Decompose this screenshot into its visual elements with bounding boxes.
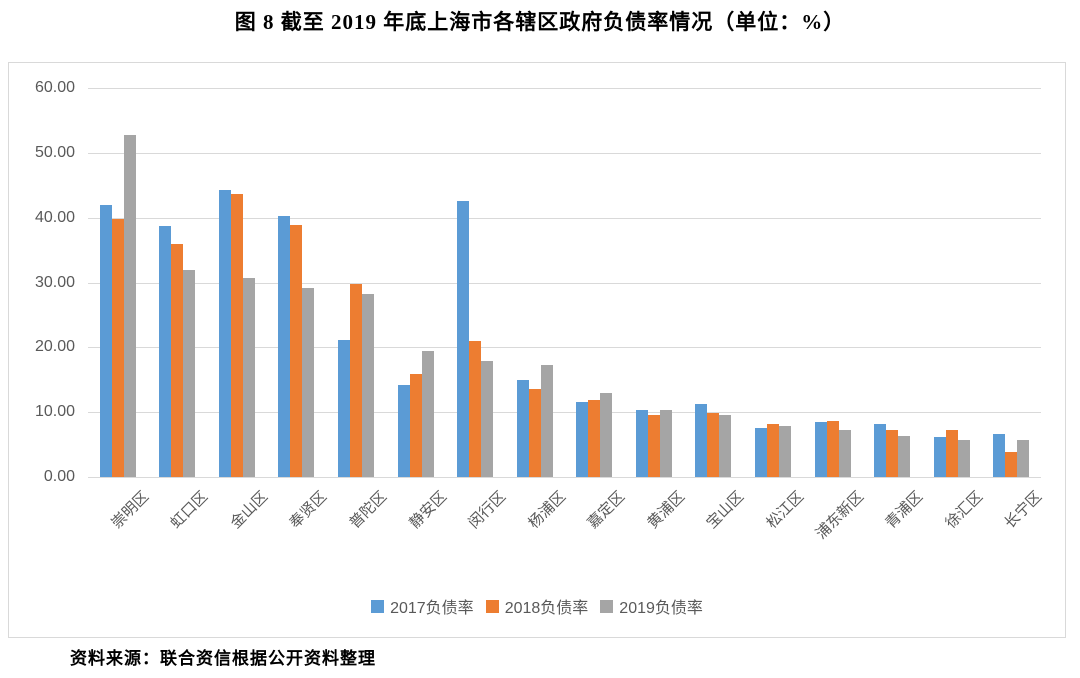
legend-swatch-icon [371,599,385,613]
bar-2017负债率-闵行区 [457,200,470,477]
bar-2018负债率-普陀区 [350,284,363,477]
chart-frame: 2017负债率 2018负债率 2019负债率 60.00 50.00 40.00 30.… [8,62,1066,638]
x-axis-label-静安区: 静安区 [405,488,450,532]
bar-2019负债率-普陀区 [362,294,375,477]
y-axis-label-20.00: 20.00 [34,338,75,356]
bar-2017负债率-松江区 [754,428,767,477]
bar-2019负债率-松江区 [778,425,791,477]
legend-swatch-icon [485,599,499,613]
bar-2018负债率-金山区 [230,194,243,477]
bar-2017负债率-金山区 [218,189,231,477]
bar-2019负债率-闵行区 [481,360,494,477]
x-axis-label-闵行区: 闵行区 [465,488,510,532]
bar-2018负债率-浦东新区 [826,421,839,477]
bar-2019负债率-嘉定区 [600,393,613,477]
bar-2017负债率-静安区 [397,384,410,477]
bar-2018负债率-崇明区 [111,218,124,477]
bar-2018负债率-长宁区 [1005,451,1018,477]
legend-item-2017负债率: 2017负债率 [371,594,474,618]
x-axis-label-宝山区: 宝山区 [703,488,748,532]
x-axis-label-杨浦区: 杨浦区 [525,488,569,532]
bar-2019负债率-奉贤区 [302,288,315,477]
x-axis-label-黄浦区: 黄浦区 [644,488,688,532]
bar-2017负债率-黄浦区 [635,409,648,477]
bar-2018负债率-徐汇区 [945,430,958,477]
bar-2017负债率-奉贤区 [278,216,291,477]
bar-2019负债率-长宁区 [1017,440,1030,477]
bar-2017负债率-杨浦区 [516,380,529,477]
gridline-0.00 [88,477,1041,478]
bar-2018负债率-虹口区 [171,243,184,477]
bar-2019负债率-徐汇区 [957,440,970,477]
bar-2019负债率-崇明区 [123,134,136,477]
bar-2018负债率-青浦区 [886,430,899,477]
bar-2018负债率-杨浦区 [528,388,541,477]
bar-2018负债率-黄浦区 [647,415,660,477]
bar-2019负债率-浦东新区 [838,430,851,477]
bar-2017负债率-虹口区 [159,226,172,477]
bar-2018负债率-奉贤区 [290,224,303,477]
bar-2019负债率-青浦区 [898,436,911,477]
x-axis-label-奉贤区: 奉贤区 [286,488,331,532]
y-axis-label-40.00: 40.00 [34,208,75,226]
bar-2019负债率-黄浦区 [659,410,672,477]
x-axis-label-浦东新区: 浦东新区 [812,488,867,543]
bar-2017负债率-长宁区 [993,434,1006,477]
x-axis-label-虹口区: 虹口区 [167,488,212,532]
x-axis-label-崇明区: 崇明区 [108,488,152,532]
bar-2017负债率-浦东新区 [814,421,827,477]
y-axis-label-10.00: 10.00 [34,403,75,421]
chart-title: 图 8 截至 2019 年底上海市各辖区政府负债率情况（单位：%） [234,10,846,34]
y-axis-label-0.00: 0.00 [43,468,75,485]
gridline-10.00 [88,412,1041,414]
bar-2017负债率-宝山区 [695,403,708,477]
legend-swatch-icon [600,599,614,613]
x-axis-label-金山区: 金山区 [227,488,272,532]
gridline-60.00 [88,88,1041,89]
bar-2019负债率-金山区 [242,277,255,477]
bar-2019负债率-虹口区 [183,270,196,477]
gridline-50.00 [88,152,1041,154]
chart-legend: 2017负债率 2018负债率 2019负债率 [9,594,1065,618]
gridline-20.00 [88,347,1041,349]
legend-item-2019负债率: 2019负债率 [600,594,703,618]
x-axis-label-长宁区: 长宁区 [1001,488,1046,532]
legend-item-2018负债率: 2018负债率 [485,594,589,618]
bar-2017负债率-青浦区 [874,423,887,477]
bar-2017负债率-嘉定区 [576,402,589,477]
bar-2017负债率-徐汇区 [933,436,946,477]
bar-2018负债率-闵行区 [469,341,482,477]
bar-2017负债率-崇明区 [99,204,112,477]
bar-2017负债率-普陀区 [338,339,351,477]
bar-2018负债率-松江区 [766,423,779,477]
bar-2018负债率-静安区 [409,373,422,477]
legend-label: 2019负债率 [619,600,703,617]
bar-2019负债率-静安区 [421,350,434,477]
x-axis-label-徐汇区: 徐汇区 [941,488,986,532]
source-note: 资料来源：联合资信根据公开资料整理 [70,649,376,668]
legend-label: 2018负债率 [504,600,589,617]
legend-label: 2017负债率 [390,600,474,617]
bar-2018负债率-宝山区 [707,413,720,477]
bar-2019负债率-杨浦区 [540,364,553,477]
y-axis-label-50.00: 50.00 [34,143,75,161]
y-axis-label-60.00: 60.00 [34,79,75,96]
x-axis-label-普陀区: 普陀区 [346,488,391,532]
bar-2018负债率-嘉定区 [588,399,601,477]
y-axis-label-30.00: 30.00 [34,273,75,291]
x-axis-label-嘉定区: 嘉定区 [584,488,629,532]
gridline-30.00 [88,282,1041,284]
x-axis-label-松江区: 松江区 [763,488,808,532]
bar-2019负债率-宝山区 [719,414,732,477]
x-axis-label-青浦区: 青浦区 [882,488,927,532]
gridline-40.00 [88,217,1041,219]
